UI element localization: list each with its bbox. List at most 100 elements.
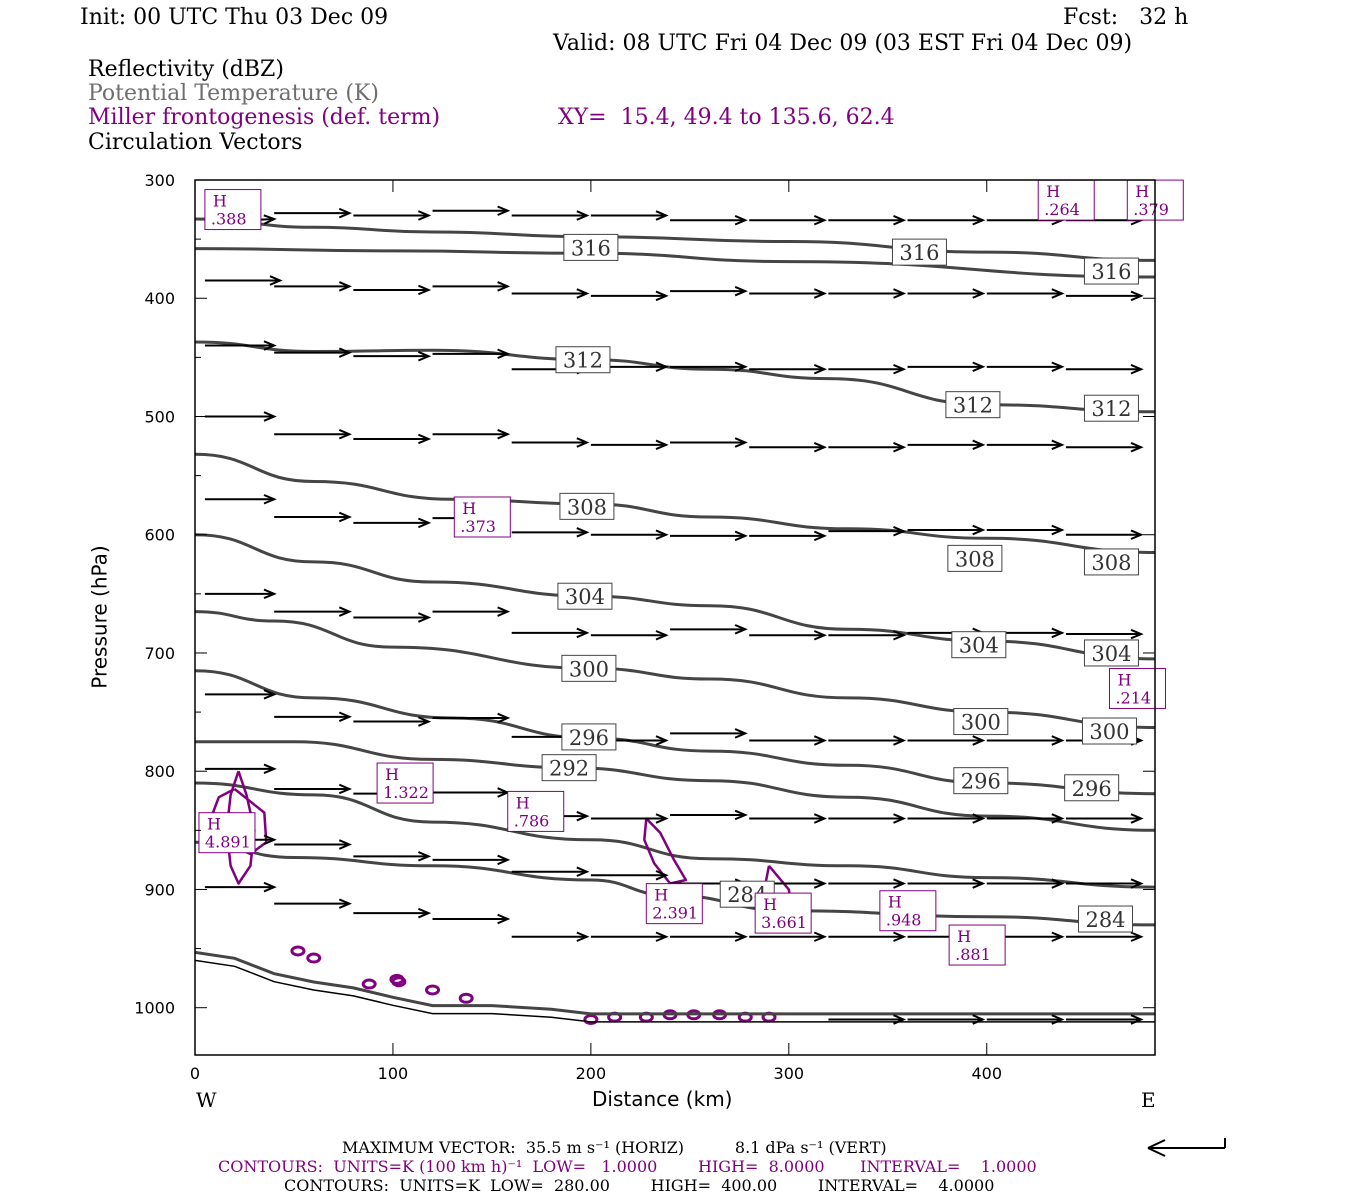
max-marker: H — [1135, 182, 1149, 201]
circulation-vectors — [204, 205, 1144, 1025]
vector-arrowhead — [263, 763, 277, 775]
vector-arrowhead — [655, 290, 669, 302]
contour-label-308: 308 — [1091, 551, 1131, 575]
forecast-hour: Fcst: 32 h — [1063, 5, 1189, 30]
theta-contour-316 — [195, 217, 1155, 262]
axes: 0 100 200 300 400 300 400 500 600 700 800 900 1000 — [134, 171, 1155, 1083]
max-box — [204, 189, 262, 231]
contour-label-box — [561, 654, 617, 682]
vector-arrowhead — [1051, 878, 1065, 889]
vector-arrowhead — [972, 1014, 986, 1025]
vector-arrowhead — [1051, 931, 1065, 942]
contour-label-300: 300 — [569, 657, 609, 681]
contour-label-box — [1081, 717, 1137, 745]
vector-arrowhead — [734, 361, 748, 373]
vector-arrowhead — [418, 612, 432, 623]
contour-label-box — [1083, 639, 1139, 667]
vector-arrowhead — [734, 728, 748, 739]
y-tick-label: 600 — [144, 526, 175, 545]
vector-arrowhead — [418, 716, 432, 727]
contour-label-304: 304 — [565, 585, 605, 609]
vector-arrowhead — [813, 363, 827, 375]
vector-arrowhead — [893, 735, 907, 746]
xy-coordinates: XY= 15.4, 49.4 to 135.6, 62.4 — [558, 105, 895, 130]
frontogenesis-maxima: H.388H.373H.264H.379H.214H1.322H.786H4.8… — [198, 179, 1184, 966]
vector-arrowhead — [972, 288, 986, 299]
max-value: .948 — [886, 911, 922, 930]
vector-arrowhead — [576, 527, 590, 538]
contour-label-box — [1078, 905, 1134, 933]
max-marker: H — [1046, 182, 1060, 201]
vector-arrowhead — [576, 866, 590, 877]
contour-label-308: 308 — [955, 547, 995, 571]
vector-arrowhead — [263, 494, 277, 505]
vector-arrowhead — [972, 524, 986, 536]
vector-arrowhead — [1130, 813, 1144, 824]
contour-label-316: 316 — [571, 236, 611, 260]
x-tick-label: 300 — [774, 1064, 805, 1083]
contour-label-box — [891, 238, 947, 266]
contour-label-296: 296 — [961, 770, 1001, 794]
vector-arrowhead — [813, 735, 827, 746]
vector-arrowhead — [972, 439, 986, 451]
theta-contour-288 — [195, 781, 1155, 889]
vector-arrowhead — [813, 630, 827, 641]
vector-arrowhead — [1051, 813, 1065, 824]
contour-label-316: 316 — [899, 241, 939, 265]
vector-arrowhead — [1051, 735, 1065, 746]
vector-arrowhead — [734, 809, 748, 821]
max-box — [645, 883, 703, 925]
frontogenesis-contour — [225, 770, 256, 885]
contour-label-box — [559, 492, 615, 520]
vector-arrowhead — [655, 210, 669, 221]
vector-arrowhead — [972, 214, 986, 226]
vector-arrowhead — [497, 428, 511, 440]
vector-arrowhead — [655, 630, 669, 641]
contour-label-304: 304 — [1091, 642, 1131, 666]
contour-label-304: 304 — [959, 634, 999, 658]
x-axis-label: Distance (km) — [592, 1087, 733, 1111]
y-tick-label: 900 — [144, 880, 175, 899]
x-tick-label: 400 — [971, 1064, 1002, 1083]
contour-label-box — [1083, 548, 1139, 576]
vector-arrowhead — [576, 627, 590, 639]
contour-label-box — [953, 708, 1009, 736]
contour-label-box — [557, 582, 613, 610]
x-end-east: E — [1141, 1088, 1156, 1112]
vector-arrowhead — [734, 437, 748, 448]
vector-arrowhead — [734, 214, 748, 226]
contour-label-box — [953, 767, 1009, 795]
vector-arrowhead — [497, 712, 511, 724]
vector-arrowhead — [972, 361, 986, 373]
max-box — [754, 892, 812, 934]
vector-arrowhead — [497, 205, 511, 216]
vector-arrowhead — [338, 839, 352, 850]
vector-arrowhead — [1130, 529, 1144, 540]
max-marker: H — [957, 927, 971, 946]
contour-label-box — [951, 631, 1007, 659]
max-box — [948, 924, 1006, 966]
reflectivity-blob — [361, 978, 377, 990]
theta-contour-308 — [195, 452, 1155, 554]
reflectivity-blob — [389, 973, 405, 985]
vector-arrowhead — [1051, 439, 1065, 451]
vector-arrowhead — [497, 348, 511, 360]
legend-theta: Potential Temperature (K) — [88, 81, 379, 106]
contour-label-300: 300 — [1089, 720, 1129, 744]
vector-arrowhead — [972, 813, 986, 824]
vector-arrowhead — [576, 288, 590, 299]
vector-arrowhead — [497, 281, 511, 292]
contour-label-300: 300 — [961, 711, 1001, 735]
vector-arrowhead — [734, 530, 748, 542]
theta-contour-304 — [195, 533, 1155, 661]
theta-contour-284 — [195, 840, 1155, 927]
vector-arrowhead — [338, 347, 352, 358]
vector-arrowhead — [497, 854, 511, 866]
vector-arrowhead — [893, 288, 907, 299]
vector-arrowhead — [655, 735, 669, 746]
x-tick-label: 0 — [190, 1064, 200, 1083]
contour-label-308: 308 — [567, 495, 607, 519]
max-vector-info: MAXIMUM VECTOR: 35.5 m s⁻¹ (HORIZ) 8.1 d… — [342, 1138, 887, 1157]
vector-arrowhead — [893, 525, 907, 537]
vector-arrowhead — [338, 428, 352, 440]
